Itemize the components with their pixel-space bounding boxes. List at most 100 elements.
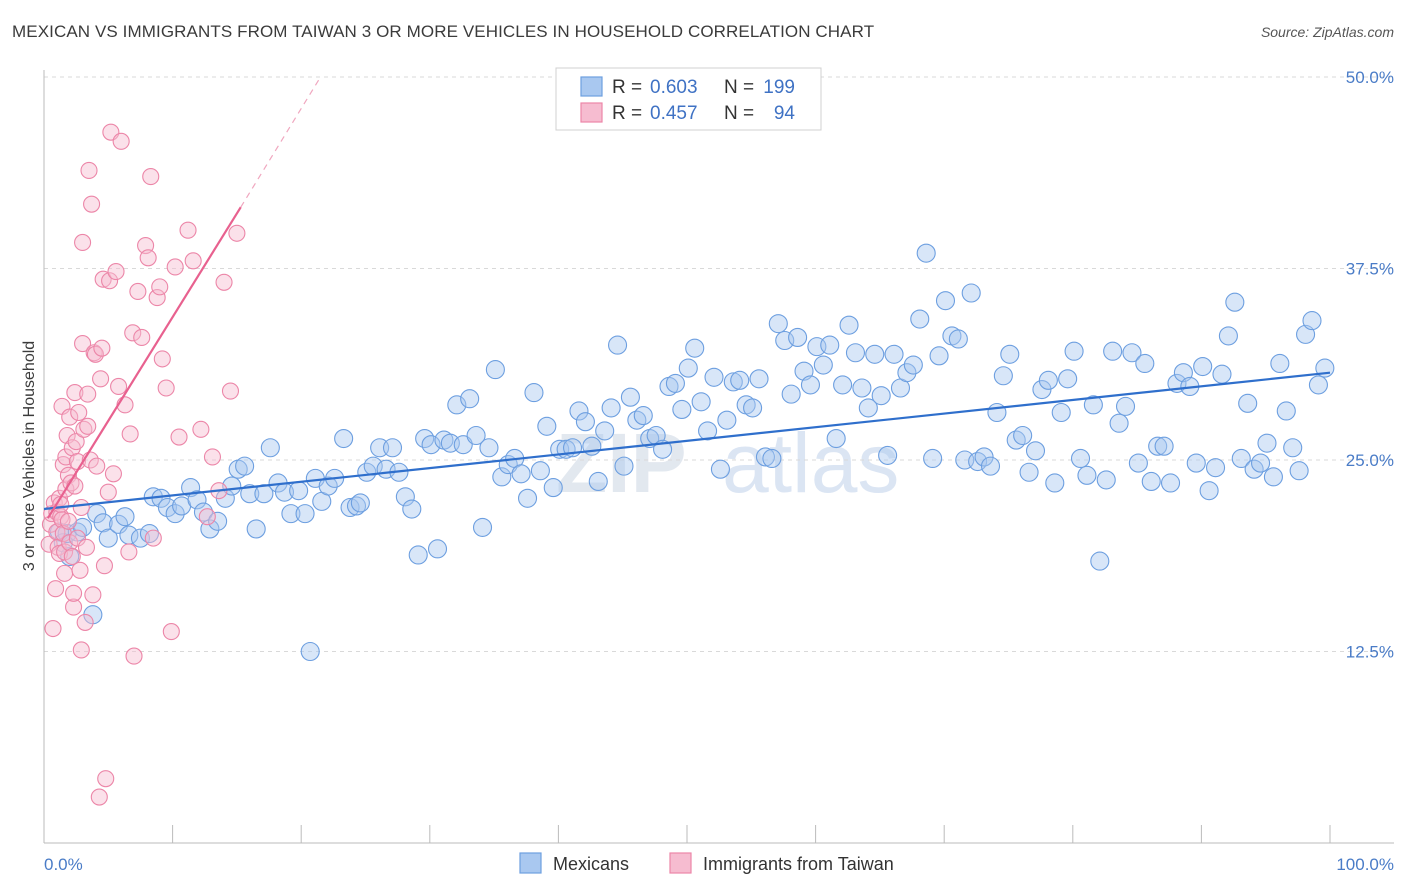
mexicans-point xyxy=(730,370,750,390)
taiwan-point xyxy=(44,619,62,638)
mexicans-point xyxy=(1205,458,1226,478)
taiwan-point xyxy=(66,477,84,495)
mexicans-point xyxy=(833,375,853,395)
mexicans-point xyxy=(788,327,808,347)
bottom-legend-swatch-mexicans xyxy=(519,852,542,874)
bottom-legend-label-taiwan: Immigrants from Taiwan xyxy=(703,854,894,874)
mexicans-point xyxy=(240,484,260,504)
mexicans-point xyxy=(318,476,338,496)
taiwan-point xyxy=(74,233,92,252)
mexicans-point xyxy=(537,416,557,436)
mexicans-point xyxy=(350,493,370,513)
mexicans-point xyxy=(575,412,595,432)
mexicans-point xyxy=(1038,370,1058,390)
mexicans-point xyxy=(492,467,512,487)
taiwan-point xyxy=(95,557,113,575)
mexicans-point xyxy=(1109,413,1129,433)
mexicans-point xyxy=(300,641,320,662)
mexicans-point xyxy=(130,528,150,548)
mexicans-point xyxy=(871,386,891,406)
grid xyxy=(44,76,1394,652)
mexicans-point xyxy=(402,499,422,519)
taiwan-point xyxy=(203,448,222,466)
taiwan-point xyxy=(83,195,101,213)
y-axis-label: 3 or more Vehicles in Household xyxy=(21,341,38,571)
mexicans-trend-line xyxy=(43,371,1331,511)
taiwan-trend-extension xyxy=(240,76,322,208)
mexicans-point xyxy=(678,358,698,378)
taiwan-point xyxy=(79,385,97,403)
mexicans-point xyxy=(1141,471,1161,491)
mexicans-point xyxy=(289,481,309,501)
mexicans-point xyxy=(826,429,846,449)
mexicans-point xyxy=(1122,343,1142,363)
watermark-atlas: atlas xyxy=(722,416,899,510)
mexicans-point xyxy=(717,410,737,430)
mexicans-point xyxy=(281,504,301,524)
mexicans-point xyxy=(1128,453,1148,473)
mexicans-point xyxy=(485,360,505,380)
taiwan-point xyxy=(157,379,175,397)
mexicans-point xyxy=(923,448,943,469)
mexicans-point xyxy=(1308,375,1328,395)
mexicans-point xyxy=(260,438,280,458)
mexicans-point xyxy=(115,507,135,527)
mexicans-point xyxy=(1000,344,1020,364)
mexicans-point xyxy=(820,335,840,355)
y-tick-label: 37.5% xyxy=(1346,260,1394,279)
x-tick-label-min: 0.0% xyxy=(44,855,83,874)
mexicans-point xyxy=(187,490,207,510)
taiwan-point xyxy=(153,350,171,368)
taiwan-point xyxy=(228,224,246,242)
y-tick-labels: 12.5% 25.0% 37.5% 50.0% xyxy=(1346,68,1394,662)
bottom-legend-label-mexicans: Mexicans xyxy=(553,854,629,874)
taiwan-point xyxy=(76,613,94,631)
y-tick-label: 25.0% xyxy=(1346,451,1394,470)
taiwan-point xyxy=(56,564,74,582)
mexicans-point xyxy=(208,511,228,531)
mexicans-point xyxy=(246,519,266,539)
mexicans-point xyxy=(1025,441,1046,461)
taiwan-point xyxy=(110,377,128,396)
taiwan-point xyxy=(71,561,89,579)
mexicans-point xyxy=(672,399,692,419)
taiwan-trend-line xyxy=(46,206,242,519)
mexicans-point xyxy=(723,372,743,392)
mexicans-point xyxy=(1193,356,1213,377)
mexicans-point xyxy=(1251,453,1271,473)
mexicans-point xyxy=(935,291,956,311)
mexicans-point xyxy=(340,497,360,518)
taiwan-point xyxy=(129,282,147,301)
mexicans-point xyxy=(595,421,615,441)
mexicans-points xyxy=(49,243,1335,662)
taiwan-point xyxy=(74,335,92,353)
mexicans-point xyxy=(1263,467,1283,487)
taiwan-point xyxy=(221,382,240,400)
taiwan-point xyxy=(215,273,233,291)
mexicans-point xyxy=(948,329,968,349)
mexicans-point xyxy=(1186,453,1206,473)
taiwan-point xyxy=(77,538,95,556)
mexicans-point xyxy=(588,471,608,491)
mexicans-point xyxy=(1225,292,1245,312)
mexicans-point xyxy=(1283,438,1303,458)
axes xyxy=(43,70,1394,844)
taiwan-point xyxy=(68,529,86,547)
mexicans-point xyxy=(743,398,763,418)
mexicans-point xyxy=(569,401,589,421)
legend-n-label-2: N = xyxy=(724,103,754,124)
taiwan-point xyxy=(120,543,138,561)
mexicans-point xyxy=(1289,461,1309,481)
taiwan-point xyxy=(121,425,139,443)
mexicans-point xyxy=(608,335,628,355)
x-ticks xyxy=(43,825,1331,843)
taiwan-point xyxy=(84,586,102,604)
mexicans-point xyxy=(980,456,1001,476)
mexicans-point xyxy=(98,528,118,548)
taiwan-point xyxy=(93,339,111,357)
taiwan-point xyxy=(65,598,83,616)
mexicans-point xyxy=(614,456,634,476)
taiwan-point xyxy=(148,289,166,307)
legend-r-value-1: 0.603 xyxy=(650,77,698,98)
mexicans-point xyxy=(781,384,801,404)
